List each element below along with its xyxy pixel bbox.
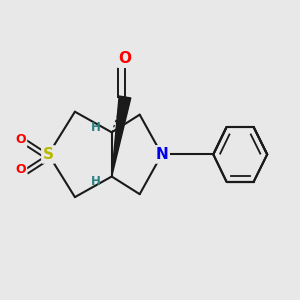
- Polygon shape: [112, 96, 131, 176]
- Text: N: N: [155, 147, 168, 162]
- Text: H: H: [91, 175, 100, 188]
- Text: H: H: [91, 121, 100, 134]
- Text: O: O: [15, 163, 26, 176]
- Text: O: O: [118, 51, 131, 66]
- Text: O: O: [15, 133, 26, 146]
- Text: S: S: [43, 147, 54, 162]
